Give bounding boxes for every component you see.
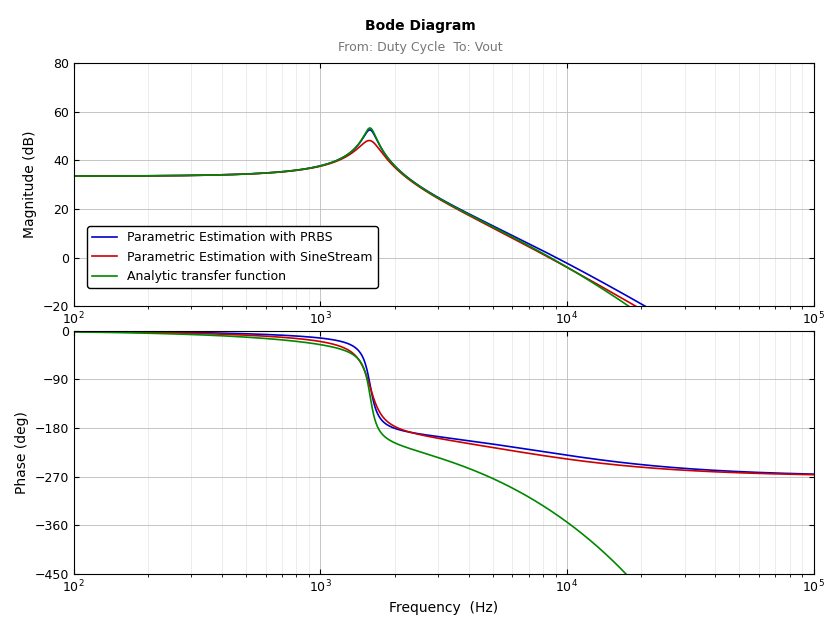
Line: Parametric Estimation with SineStream: Parametric Estimation with SineStream xyxy=(74,140,814,411)
Parametric Estimation with SineStream xyxy=(809,407,819,415)
Parametric Estimation with PRBS xyxy=(353,142,363,149)
Y-axis label: Magnitude (dB): Magnitude (dB) xyxy=(23,131,37,238)
Parametric Estimation with PRBS xyxy=(385,157,395,164)
Line: Analytic transfer function: Analytic transfer function xyxy=(74,128,814,445)
Parametric Estimation with SineStream xyxy=(153,172,163,180)
Line: Parametric Estimation with PRBS: Parametric Estimation with PRBS xyxy=(74,130,814,404)
Parametric Estimation with SineStream xyxy=(197,171,207,179)
Parametric Estimation with PRBS xyxy=(809,401,819,408)
Analytic transfer function xyxy=(795,430,805,437)
Parametric Estimation with SineStream xyxy=(69,172,79,180)
Parametric Estimation with SineStream xyxy=(385,158,395,166)
X-axis label: Frequency  (Hz): Frequency (Hz) xyxy=(389,601,498,615)
Parametric Estimation with PRBS xyxy=(365,126,375,134)
Analytic transfer function xyxy=(353,142,363,149)
Parametric Estimation with PRBS xyxy=(795,392,805,400)
Text: Bode Diagram: Bode Diagram xyxy=(365,19,475,33)
Parametric Estimation with SineStream xyxy=(353,145,363,152)
Y-axis label: Phase (deg): Phase (deg) xyxy=(15,411,29,494)
Analytic transfer function xyxy=(365,124,375,132)
Analytic transfer function xyxy=(385,157,395,164)
Text: From: Duty Cycle  To: Vout: From: Duty Cycle To: Vout xyxy=(338,41,502,54)
Parametric Estimation with PRBS xyxy=(715,345,725,353)
Parametric Estimation with SineStream xyxy=(365,137,375,144)
Analytic transfer function xyxy=(153,172,163,180)
Analytic transfer function xyxy=(715,369,725,376)
Parametric Estimation with PRBS xyxy=(197,171,207,179)
Parametric Estimation with SineStream xyxy=(795,398,805,406)
Analytic transfer function xyxy=(69,172,79,180)
Parametric Estimation with PRBS xyxy=(153,172,163,180)
Parametric Estimation with PRBS xyxy=(69,172,79,180)
Analytic transfer function xyxy=(809,441,819,449)
Legend: Parametric Estimation with PRBS, Parametric Estimation with SineStream, Analytic: Parametric Estimation with PRBS, Paramet… xyxy=(87,226,378,288)
Parametric Estimation with SineStream xyxy=(715,352,725,359)
Analytic transfer function xyxy=(197,171,207,179)
